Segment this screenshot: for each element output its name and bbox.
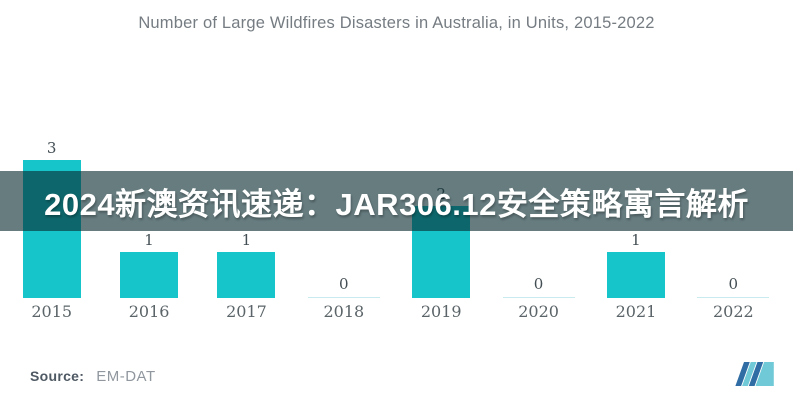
- mordor-intelligence-m-logo: [735, 362, 774, 386]
- x-tick-2018: 2018: [323, 302, 365, 321]
- overlay-banner: 2024新澳资讯速递：JAR306.12安全策略寓言解析: [0, 171, 793, 231]
- x-axis-tick-labels: 2015 2016 2017 2018 2019 2020 2021 2022: [3, 302, 782, 326]
- value-label-2016: 1: [144, 231, 154, 249]
- x-tick-2015: 2015: [31, 302, 73, 321]
- value-label-2017: 1: [241, 231, 252, 249]
- value-label-2021: 1: [631, 231, 641, 249]
- zero-baseline-2022: [697, 297, 770, 298]
- x-tick-2020: 2020: [518, 302, 559, 321]
- value-label-2022: 0: [728, 275, 739, 293]
- bar-2021: [606, 252, 665, 298]
- overlay-banner-text: 2024新澳资讯速递：JAR306.12安全策略寓言解析: [44, 186, 749, 222]
- x-tick-2019: 2019: [420, 302, 462, 321]
- bar-column-2016: 1: [100, 120, 197, 298]
- zero-baseline-2018: [307, 297, 380, 298]
- bar-column-2022: 0: [685, 120, 782, 298]
- value-label-2018: 0: [339, 275, 349, 293]
- source-row: Source: EM-DAT: [30, 368, 156, 385]
- zero-baseline-2020: [502, 297, 575, 298]
- bar-2017: [217, 252, 276, 298]
- x-tick-2021: 2021: [615, 302, 657, 321]
- bar-column-2020: 0: [490, 120, 587, 298]
- bar-column-2021: 1: [587, 120, 684, 298]
- x-tick-2017: 2017: [226, 302, 267, 321]
- x-tick-2016: 2016: [128, 302, 170, 321]
- value-label-2020: 0: [533, 275, 544, 293]
- bar-column-2017: 1: [198, 120, 295, 298]
- x-tick-2022: 2022: [712, 302, 754, 321]
- source-label: Source:: [30, 368, 85, 384]
- bar-2016: [120, 252, 179, 298]
- chart-title: Number of Large Wildfires Disasters in A…: [138, 14, 655, 32]
- source-value: EM-DAT: [96, 368, 156, 385]
- value-label-2015: 3: [46, 139, 57, 157]
- bar-column-2018: 0: [295, 120, 392, 298]
